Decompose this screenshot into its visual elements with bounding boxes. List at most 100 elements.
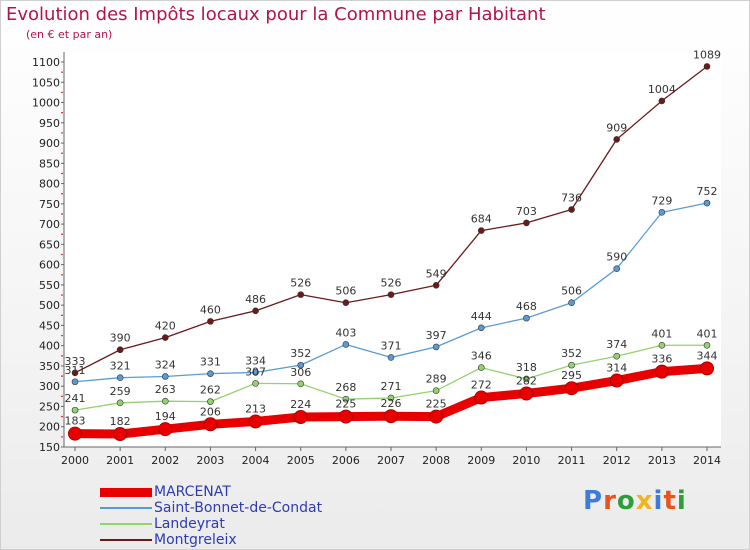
data-point [68,426,82,441]
y-minor-tick [61,334,63,337]
data-label: 397 [426,329,447,342]
y-tick-label: 650 [39,238,60,251]
data-point [564,381,579,396]
data-label: 371 [381,339,402,352]
data-point [387,354,395,361]
data-point [568,206,575,213]
data-point [658,341,666,349]
logo-letter: i [676,486,687,516]
y-minor-tick [61,192,63,195]
data-point [523,219,530,227]
data-point [203,417,218,432]
x-tick-label: 2001 [106,454,134,467]
data-point [613,265,621,272]
legend-item: Montgreleix [100,532,322,548]
data-point [387,394,395,402]
data-point [613,352,621,360]
legend-item: MARCENAT [100,484,322,500]
data-label: 311 [65,364,86,377]
y-tick-label: 800 [39,178,60,191]
logo-letter: P [583,486,604,516]
data-point [658,209,666,216]
y-tick-label: 750 [39,198,60,211]
data-point [161,397,169,405]
data-point [477,324,485,332]
data-label: 318 [516,361,537,374]
chart-legend: MARCENAT Saint-Bonnet-de-Condat Landeyrat M… [100,484,322,548]
data-point [432,343,440,351]
data-point [252,307,259,315]
logo-letter: x [635,486,654,516]
y-minor-tick [61,395,63,398]
data-label: 590 [606,251,627,264]
y-minor-tick [61,172,63,175]
data-point [116,399,124,407]
y-tick-label: 200 [39,421,60,434]
logo-letter: t [663,486,677,516]
x-tick-label: 2003 [196,454,224,467]
x-tick-label: 2008 [422,454,450,467]
y-tick-label: 700 [39,218,60,231]
data-label: 183 [65,415,86,428]
data-point [71,406,79,414]
y-tick-label: 1100 [32,56,60,69]
data-point [429,409,444,424]
data-label: 1004 [648,83,676,96]
data-point [523,375,530,383]
data-label: 486 [245,293,266,306]
x-tick-label: 2009 [467,454,495,467]
x-tick-label: 2007 [377,454,405,467]
y-tick-label: 1000 [32,97,60,110]
y-minor-tick [61,375,63,377]
line-chart: 150 200 250 300 350 400 450 500 550 600 650 700 750 8… [32,48,721,467]
logo-letter: r [603,486,617,516]
data-label: 549 [426,267,447,280]
data-label: 374 [606,338,627,351]
data-label: 314 [606,362,627,375]
y-tick-label: 300 [39,380,60,393]
y-tick-label: 950 [39,117,60,130]
x-tick-label: 2014 [693,454,721,467]
data-label: 403 [335,326,356,339]
data-point [613,136,621,143]
data-label: 346 [471,350,492,363]
y-minor-tick [61,132,63,134]
y-minor-tick [61,71,63,73]
data-point [342,395,350,403]
data-point [568,361,575,369]
data-label: 506 [335,285,356,298]
data-label: 736 [561,192,582,205]
data-label: 306 [290,366,311,379]
y-minor-tick [61,253,63,256]
legend-label: Saint-Bonnet-de-Condat [154,500,323,516]
x-tick-label: 2000 [61,454,89,467]
data-point [158,422,173,437]
y-minor-tick [61,314,63,317]
data-point [387,291,395,298]
data-point [703,341,711,349]
data-label: 262 [200,384,221,397]
data-point [654,364,669,379]
x-tick-label: 2012 [603,454,631,467]
x-tick-label: 2006 [332,454,360,467]
y-minor-tick [61,91,63,94]
data-point [113,427,128,442]
data-point [703,199,711,207]
data-point [432,281,440,289]
logo-letter: o [616,486,636,516]
data-label: 206 [200,405,221,418]
legend-swatch [100,487,152,497]
legend-label: Landeyrat [154,516,225,532]
y-tick-label: 500 [39,299,60,312]
data-label: 194 [155,410,176,423]
data-label: 752 [697,185,718,198]
y-minor-tick [61,152,63,154]
data-point [523,314,530,322]
data-point [474,390,489,405]
data-label: 401 [697,327,718,340]
data-point [248,414,263,429]
y-tick-label: 600 [39,259,60,272]
y-tick-label: 400 [39,340,60,353]
x-tick-label: 2002 [151,454,179,467]
legend-label: MARCENAT [154,484,231,500]
